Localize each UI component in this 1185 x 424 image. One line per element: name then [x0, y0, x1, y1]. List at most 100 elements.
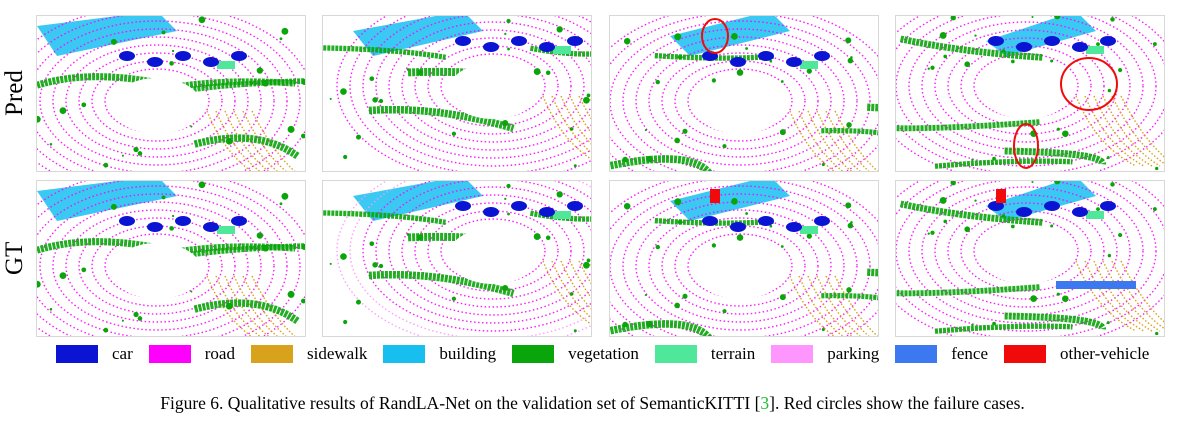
- vegetation-points: [971, 323, 974, 327]
- vegetation-points: [1031, 16, 1034, 19]
- vegetation-points: [934, 158, 1073, 169]
- vegetation-points: [583, 261, 590, 269]
- vegetation-points: [622, 321, 628, 328]
- legend-swatch: [383, 345, 426, 363]
- car-points: [814, 51, 830, 61]
- sidewalk-points: [206, 275, 252, 336]
- road-points: [37, 181, 301, 336]
- vegetation-points: [1152, 207, 1157, 211]
- sidewalk-points: [1120, 260, 1164, 323]
- vegetation-points: [930, 230, 935, 235]
- vegetation-points: [190, 290, 193, 293]
- sidewalk-points: [215, 275, 261, 336]
- vegetation-points: [1118, 233, 1123, 238]
- vegetation-points: [369, 76, 375, 82]
- vegetation-points: [556, 26, 563, 33]
- vegetation-points: [507, 212, 510, 216]
- vegetation-points: [646, 320, 653, 328]
- car-points: [988, 201, 1004, 211]
- sidewalk-points: [1102, 260, 1161, 332]
- vegetation-points: [1096, 42, 1100, 47]
- vegetation-points: [1001, 49, 1006, 53]
- road-points: [674, 225, 806, 307]
- sidewalk-points: [1102, 95, 1161, 167]
- road-points: [388, 21, 591, 151]
- vegetation-points: [323, 210, 447, 225]
- vegetation-points: [1011, 224, 1015, 229]
- vegetation-points: [974, 34, 977, 37]
- vegetation-points: [356, 134, 361, 140]
- vegetation-points: [190, 125, 193, 128]
- legend-item: car: [56, 344, 133, 364]
- road-points: [610, 20, 871, 171]
- legend-swatch: [56, 345, 98, 363]
- vegetation-points: [950, 16, 956, 21]
- car-points: [1016, 207, 1032, 217]
- car-points: [1100, 36, 1116, 46]
- vegetation-points: [745, 47, 748, 50]
- vegetation-points: [569, 292, 574, 296]
- vegetation-points: [896, 119, 1041, 132]
- sidewalk-points: [807, 275, 853, 336]
- road-points: [648, 44, 832, 158]
- car-points: [1072, 42, 1088, 52]
- vegetation-points: [1054, 16, 1061, 20]
- row-label: Pred: [1, 70, 28, 117]
- vegetation-points: [1152, 42, 1157, 46]
- road-points: [52, 36, 262, 166]
- terrain-points: [800, 226, 818, 234]
- car-points: [455, 201, 471, 211]
- vegetation-points: [368, 270, 515, 298]
- point-cloud: [610, 16, 878, 171]
- car-points: [1072, 207, 1088, 217]
- terrain-points: [553, 211, 571, 219]
- sidewalk-points: [242, 275, 287, 336]
- vegetation-points: [722, 309, 727, 314]
- vegetation-points: [110, 203, 117, 210]
- caption: Figure 6. Qualitative results of RandLA-…: [0, 393, 1185, 414]
- vegetation-points: [343, 319, 348, 325]
- vegetation-points: [674, 137, 680, 144]
- car-points: [203, 222, 219, 232]
- vegetation-points: [846, 122, 852, 128]
- vegetation-points: [674, 33, 682, 41]
- vegetation-points: [927, 67, 930, 70]
- vegetation-points: [736, 234, 744, 241]
- car-points: [119, 51, 135, 61]
- vegetation-points: [556, 191, 563, 198]
- vegetation-points: [545, 235, 551, 240]
- failure-circle: [1013, 123, 1039, 169]
- vegetation-points: [731, 33, 738, 40]
- sidewalk-points: [807, 110, 853, 171]
- legend-swatch: [654, 345, 697, 363]
- car-points: [231, 51, 247, 61]
- vegetation-points: [622, 156, 628, 163]
- vegetation-points: [867, 268, 878, 277]
- sidewalk-points: [825, 275, 870, 336]
- vegetation-points: [185, 78, 305, 94]
- legend-swatch: [1004, 345, 1047, 363]
- citation[interactable]: 3: [760, 393, 770, 413]
- vegetation-points: [417, 69, 424, 76]
- road-points: [635, 201, 845, 331]
- vegetation-points: [504, 32, 507, 36]
- vegetation-points: [169, 61, 174, 66]
- terrain-points: [217, 61, 235, 69]
- vegetation-points: [1011, 59, 1015, 64]
- vegetation-points: [934, 323, 1073, 334]
- vegetation-points: [847, 222, 854, 229]
- road-points: [37, 16, 301, 171]
- vegetation-points: [780, 80, 784, 83]
- legend-swatch: [895, 345, 938, 363]
- empty-center: [695, 243, 785, 299]
- vegetation-points: [281, 192, 289, 200]
- vegetation-points: [939, 31, 947, 39]
- car-points: [786, 222, 802, 232]
- road-points: [908, 16, 1144, 159]
- vegetation-points: [49, 142, 53, 146]
- legend: car road sidewalk building vegetation terrain…: [56, 343, 1165, 365]
- car-points: [1044, 201, 1060, 211]
- legend-label: sidewalk: [306, 344, 368, 363]
- vegetation-points: [623, 37, 631, 45]
- vegetation-points: [185, 243, 305, 259]
